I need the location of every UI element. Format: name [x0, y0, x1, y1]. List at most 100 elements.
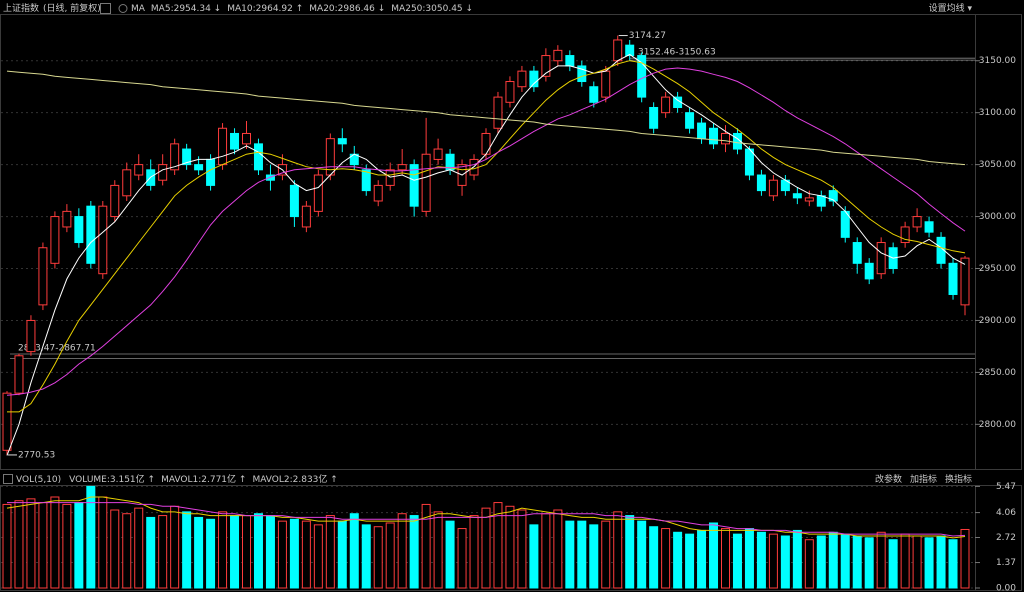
indicator-name: MA [131, 4, 146, 14]
volume-bar [541, 513, 551, 589]
candle-body [828, 190, 838, 202]
volume-bar [828, 531, 838, 589]
volume-bar [158, 515, 168, 589]
volume-bar [685, 533, 695, 589]
candle-body [613, 39, 623, 62]
volume-bar [721, 528, 730, 589]
volume-bar [146, 516, 156, 589]
volume-bar [14, 500, 24, 589]
volume-bar [529, 524, 539, 589]
volume-bar [86, 485, 96, 589]
volume-bar [469, 515, 479, 589]
candle-body [182, 148, 192, 166]
volume-bar [134, 507, 144, 589]
volume-bar [349, 513, 359, 589]
volume-bar [601, 520, 611, 589]
indicator-button[interactable]: 改参数 [875, 473, 902, 485]
volume-bar [98, 496, 108, 589]
candle-body [361, 169, 371, 192]
y-tick-label: 3100.00 [979, 108, 1016, 118]
mavol-legend: MAVOL1:2.771亿 ↑ [161, 473, 246, 485]
candle-body [589, 86, 599, 103]
volume-bar [888, 539, 898, 589]
volume-bar [2, 503, 12, 589]
volume-bar [218, 511, 228, 589]
volume-bar [553, 509, 563, 589]
candle-body [26, 319, 36, 353]
volume-bar [936, 535, 946, 589]
volume-bar [661, 528, 671, 589]
candle-body [313, 174, 323, 212]
candle-body [900, 226, 910, 244]
volume-current: VOLUME:3.151亿 ↑ [69, 473, 155, 485]
volume-bar [673, 531, 683, 589]
volume-bar [577, 520, 587, 589]
candle-body [62, 210, 72, 228]
settings-icon[interactable] [118, 4, 128, 13]
volume-bar [122, 513, 132, 589]
candle-body [756, 174, 766, 192]
candle-body [170, 143, 180, 171]
candle-body [385, 169, 395, 186]
volume-bar [170, 505, 180, 589]
candle-body [98, 205, 108, 275]
candle-body [792, 193, 802, 199]
volume-panel-border [0, 485, 1022, 591]
volume-bar [505, 505, 515, 589]
mavol-legend: MAVOL2:2.833亿 ↑ [252, 473, 337, 485]
volume-bar [110, 509, 120, 589]
candle-body [289, 184, 299, 218]
volume-bar [265, 515, 275, 589]
volume-bar [421, 503, 431, 589]
candle-body [194, 164, 204, 171]
candle-body [804, 197, 814, 202]
volume-bar [517, 509, 527, 589]
candle-body [529, 70, 539, 88]
volume-bar [457, 528, 467, 589]
indicator-button[interactable]: 加指标 [910, 473, 937, 485]
volume-bar [876, 531, 886, 589]
candle-body [337, 138, 347, 145]
index-title: 上证指数 [3, 2, 39, 14]
help-icon[interactable] [3, 474, 13, 484]
candle-body [50, 216, 60, 264]
ma-settings[interactable]: 设置均线 ▾ [929, 2, 973, 14]
volume-bar [182, 511, 192, 589]
volume-bar [289, 518, 299, 589]
candle-body [373, 184, 383, 202]
volume-bar [768, 533, 778, 589]
candle-body [397, 164, 407, 171]
volume-bar [74, 502, 84, 589]
ma-line [6, 53, 966, 456]
help-icon[interactable] [100, 3, 111, 14]
candle-body [421, 153, 431, 212]
candle-body [732, 132, 742, 150]
candle-body [122, 169, 132, 197]
volume-bar [277, 520, 287, 589]
indicator-button[interactable]: 换指标 [945, 473, 972, 485]
volume-bar [433, 511, 443, 589]
candle-body [253, 143, 263, 171]
y-tick-label: 2900.00 [979, 316, 1016, 326]
candle-body [505, 81, 515, 103]
volume-bar [62, 503, 72, 589]
candle-body [433, 148, 443, 160]
extreme-label: 3174.27 [629, 31, 666, 41]
candle-body [14, 355, 24, 394]
candle-body [218, 127, 228, 166]
volume-bar [445, 520, 455, 589]
y-tick-label: 4.06 [996, 508, 1016, 518]
candle-body [74, 216, 84, 244]
candle-body [649, 106, 659, 129]
volume-bar [242, 515, 251, 589]
volume-bar [912, 535, 922, 589]
ma-line [7, 60, 966, 413]
volume-bar [301, 520, 311, 589]
candle-body [768, 179, 778, 197]
y-tick-label: 2.72 [996, 533, 1016, 543]
candle-body [912, 216, 922, 228]
candle-body [541, 55, 551, 77]
gap-label: 3152.46-3150.63 [638, 48, 716, 58]
volume-bar [589, 524, 599, 589]
volume-bar [816, 535, 826, 589]
